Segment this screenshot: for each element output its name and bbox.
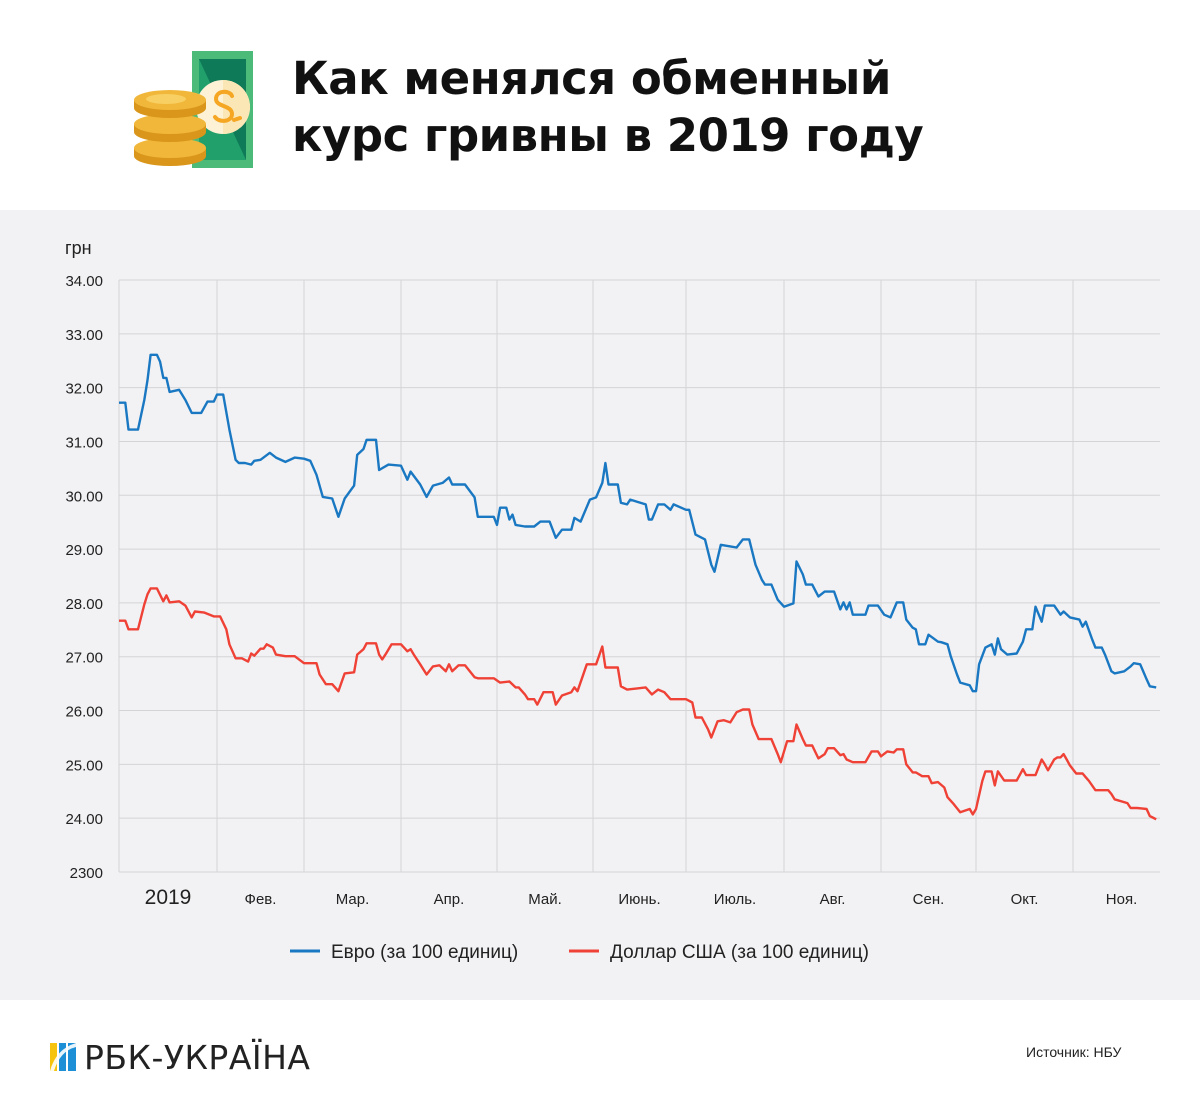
y-tick-label: 24.00 xyxy=(65,811,103,828)
x-tick-label: Май. xyxy=(528,891,562,908)
series-lines xyxy=(119,353,1157,821)
y-tick-label: 31.00 xyxy=(65,434,103,451)
page-title: Как менялся обменный курс гривны в 2019 … xyxy=(292,50,924,164)
y-tick-label: 27.00 xyxy=(65,650,103,667)
x-tick-label: Апр. xyxy=(434,891,465,908)
rbc-ukraina-logo: РБК-УКРАЇНА xyxy=(50,1037,311,1077)
header: Как менялся обменный курс гривны в 2019 … xyxy=(0,0,1200,210)
y-tick-label: 26.00 xyxy=(65,704,103,721)
x-axis-ticks: 2019 Фев. Мар. Апр. Май. Июнь. Июль. Авг. Сен. Ок… xyxy=(145,886,1138,909)
x-tick-label: Сен. xyxy=(913,891,945,908)
legend-label-euro: Евро (за 100 единиц) xyxy=(331,942,518,963)
logo-mark-icon xyxy=(50,1043,76,1071)
y-axis-label: грн xyxy=(65,238,92,258)
y-tick-label: 28.00 xyxy=(65,596,103,613)
series-line-usd xyxy=(119,587,1157,821)
money-coins-banknote-icon xyxy=(134,51,253,168)
title-line-1: Как менялся обменный xyxy=(292,52,891,105)
y-tick-label: 34.00 xyxy=(65,273,103,290)
x-tick-label: Фев. xyxy=(245,891,277,908)
x-tick-label: Окт. xyxy=(1011,891,1039,908)
x-tick-label: Ноя. xyxy=(1106,891,1137,908)
y-tick-label: 25.00 xyxy=(65,757,103,774)
x-tick-label: Мар. xyxy=(336,891,370,908)
x-tick-label: Июнь. xyxy=(618,891,660,908)
series-line-euro xyxy=(119,353,1157,693)
y-axis-ticks: 34.00 33.00 32.00 31.00 30.00 29.00 28.00 27.00… xyxy=(65,273,103,882)
chart-panel xyxy=(0,210,1200,1000)
y-tick-label: 29.00 xyxy=(65,542,103,559)
y-tick-label: 32.00 xyxy=(65,381,103,398)
y-tick-label: 33.00 xyxy=(65,327,103,344)
source-note: Источник: НБУ xyxy=(1026,1044,1122,1060)
title-line-2: курс гривны в 2019 году xyxy=(292,109,924,162)
x-tick-label: 2019 xyxy=(145,886,192,909)
legend-label-usd: Доллар США (за 100 единиц) xyxy=(610,942,869,963)
x-tick-label: Июль. xyxy=(714,891,756,908)
grid xyxy=(118,279,1160,873)
y-tick-label: 2300 xyxy=(70,865,103,882)
logo-text: РБК-УКРАЇНА xyxy=(84,1037,311,1077)
legend: Евро (за 100 единиц) Доллар США (за 100 … xyxy=(290,942,869,963)
y-tick-label: 30.00 xyxy=(65,488,103,505)
x-tick-label: Авг. xyxy=(820,891,846,908)
